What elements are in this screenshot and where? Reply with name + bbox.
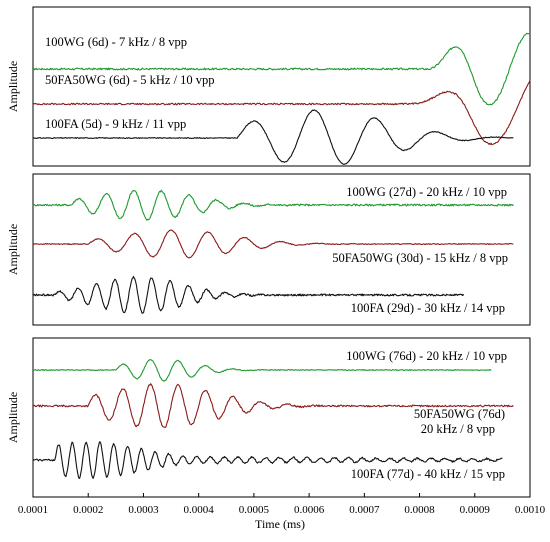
x-tick-label: 0.0002	[73, 504, 103, 516]
series-line-green	[32, 32, 530, 106]
x-tick-label: 0.0010	[515, 504, 546, 516]
series-label: 50FA50WG (30d) - 15 kHz / 8 vpp	[332, 251, 508, 265]
x-tick-label: 0.0009	[460, 504, 491, 516]
series-line-red	[32, 229, 514, 259]
panel-frame	[32, 6, 531, 167]
series-label: 100FA (77d) - 40 kHz / 15 vpp	[351, 467, 505, 481]
panel-1: Amplitude 100WG (6d) - 7 kHz / 8 vpp 50FA5…	[6, 6, 531, 167]
y-axis-label: Amplitude	[6, 224, 20, 275]
series-line-red	[32, 79, 531, 146]
x-axis: 0.0001 0.0002 0.0003 0.0004 0.0005 0.0006 0.00…	[18, 493, 546, 516]
series-label: 100WG (27d) - 20 kHz / 10 vpp	[346, 185, 507, 199]
series-label: 100WG (76d) - 20 kHz / 10 vpp	[346, 349, 507, 363]
series-label: 100FA (5d) - 9 kHz / 11 vpp	[45, 117, 186, 131]
x-tick-label: 0.0001	[18, 504, 48, 516]
panel-frame	[32, 337, 531, 498]
x-tick-label: 0.0006	[294, 504, 325, 516]
y-axis-label: Amplitude	[6, 61, 20, 112]
series-label: 100WG (6d) - 7 kHz / 8 vpp	[45, 35, 187, 49]
x-tick-label: 0.0003	[128, 504, 159, 516]
series-label: 50FA50WG (76d)	[414, 407, 505, 421]
series-line-green	[32, 359, 492, 382]
series-line-red	[33, 383, 514, 429]
series-label-line2: 20 kHz / 8 vpp	[421, 422, 495, 436]
panel-3: Amplitude 100WG (76d) - 20 kHz / 10 vpp 50…	[6, 337, 531, 498]
x-tick-label: 0.0008	[404, 504, 435, 516]
series-line-black	[32, 109, 514, 165]
panels-group: Amplitude 100WG (6d) - 7 kHz / 8 vpp 50FA5…	[6, 6, 531, 498]
panel-2: Amplitude 100WG (27d) - 20 kHz / 10 vpp 50…	[6, 173, 531, 326]
x-tick-label: 0.0007	[349, 504, 380, 516]
series-line-black	[32, 441, 503, 480]
series-label: 100FA (29d) - 30 kHz / 14 vpp	[351, 301, 505, 315]
series-label: 50FA50WG (6d) - 5 kHz / 10 vpp	[45, 73, 215, 87]
x-axis-label: Time (ms)	[255, 517, 305, 531]
series-line-black	[32, 275, 465, 314]
y-axis-label: Amplitude	[6, 392, 20, 443]
x-tick-label: 0.0005	[239, 504, 270, 516]
series-line-green	[32, 189, 514, 221]
panel-frame	[32, 173, 531, 326]
x-tick-label: 0.0004	[184, 504, 215, 516]
